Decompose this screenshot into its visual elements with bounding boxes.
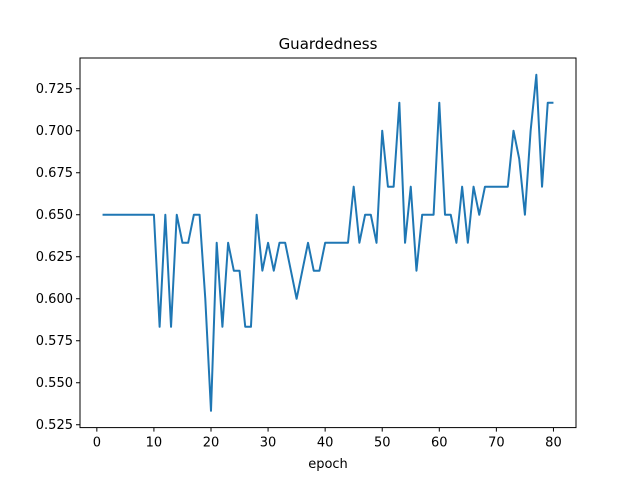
x-tick-label: 0 (93, 436, 101, 451)
x-tick-label: 20 (203, 436, 220, 451)
x-tick-label: 60 (431, 436, 448, 451)
y-tick-label: 0.650 (36, 208, 73, 223)
series-layer (102, 73, 554, 412)
x-tick-label: 30 (260, 436, 277, 451)
x-tick-label: 50 (374, 436, 391, 451)
x-axis-label: epoch (308, 457, 348, 472)
y-tick-label: 0.525 (36, 418, 73, 433)
x-tick-label: 80 (545, 436, 562, 451)
y-axis-ticks: 0.525 0.550 0.575 0.600 0.625 0.650 0.675 0.700… (36, 82, 80, 433)
series-line-0 (102, 73, 554, 412)
plot-frame (79, 57, 577, 429)
x-tick-label: 70 (488, 436, 505, 451)
y-tick-label: 0.725 (36, 82, 73, 97)
y-tick-label: 0.675 (36, 166, 73, 181)
x-tick-label: 40 (317, 436, 334, 451)
y-tick-label: 0.575 (36, 334, 73, 349)
y-tick-label: 0.700 (36, 124, 73, 139)
chart-title: Guardedness (279, 35, 378, 53)
y-tick-label: 0.625 (36, 250, 73, 265)
x-axis-ticks: 0 10 20 30 40 50 60 70 80 (93, 427, 562, 451)
y-tick-label: 0.550 (36, 376, 73, 391)
y-tick-label: 0.600 (36, 292, 73, 307)
x-tick-label: 10 (146, 436, 163, 451)
